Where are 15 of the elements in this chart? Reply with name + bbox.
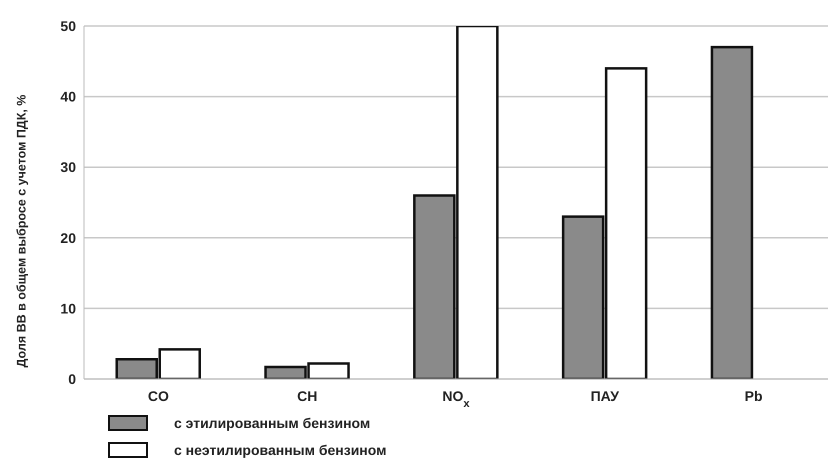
x-tick-label: CH [297,388,318,404]
y-tick-label: 50 [60,18,76,34]
y-tick-label: 30 [60,159,76,176]
x-tick-label: ПАУ [590,388,620,404]
x-tick-label: NO$_{x}$ [442,388,470,410]
x-tick-label: Pb [744,388,763,404]
y-tick-label: 0 [68,370,76,387]
legend-label: с неэтилированным бензином [174,442,386,458]
y-tick-label: 10 [60,300,76,316]
x-tick-label: CO [148,388,170,404]
y-tick-label: 40 [60,88,76,105]
legend-label: с этилированным бензином [174,414,370,430]
y-tick-label: 20 [60,230,76,246]
bar [710,46,754,379]
y-axis-title: Доля ВВ в общем выбросе с учетом ПДК, % [14,94,28,368]
